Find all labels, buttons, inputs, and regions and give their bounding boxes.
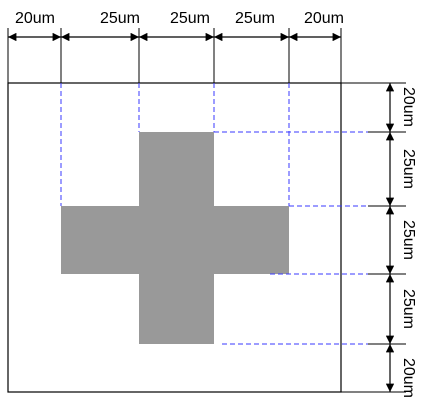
right-extension-lines — [341, 82, 406, 393]
dashed-guides — [60, 83, 368, 345]
top-label-2: 25um — [100, 10, 140, 27]
right-labels: 20um 25um 25um 25um 20um — [400, 87, 417, 398]
cross-horizontal-bar — [61, 206, 289, 274]
top-label-4: 25um — [235, 10, 275, 27]
top-label-1: 20um — [15, 10, 55, 27]
right-label-1: 20um — [400, 87, 417, 127]
cross-shape — [61, 132, 289, 344]
top-labels: 20um 25um 25um 25um 20um — [15, 10, 344, 27]
right-label-2: 25um — [400, 149, 417, 189]
right-label-4: 25um — [400, 289, 417, 329]
right-label-5: 20um — [400, 358, 417, 398]
top-extension-lines — [7, 28, 342, 83]
top-label-3: 25um — [170, 10, 210, 27]
top-label-5: 20um — [304, 10, 344, 27]
outer-square — [7, 82, 342, 393]
right-label-3: 25um — [400, 220, 417, 260]
